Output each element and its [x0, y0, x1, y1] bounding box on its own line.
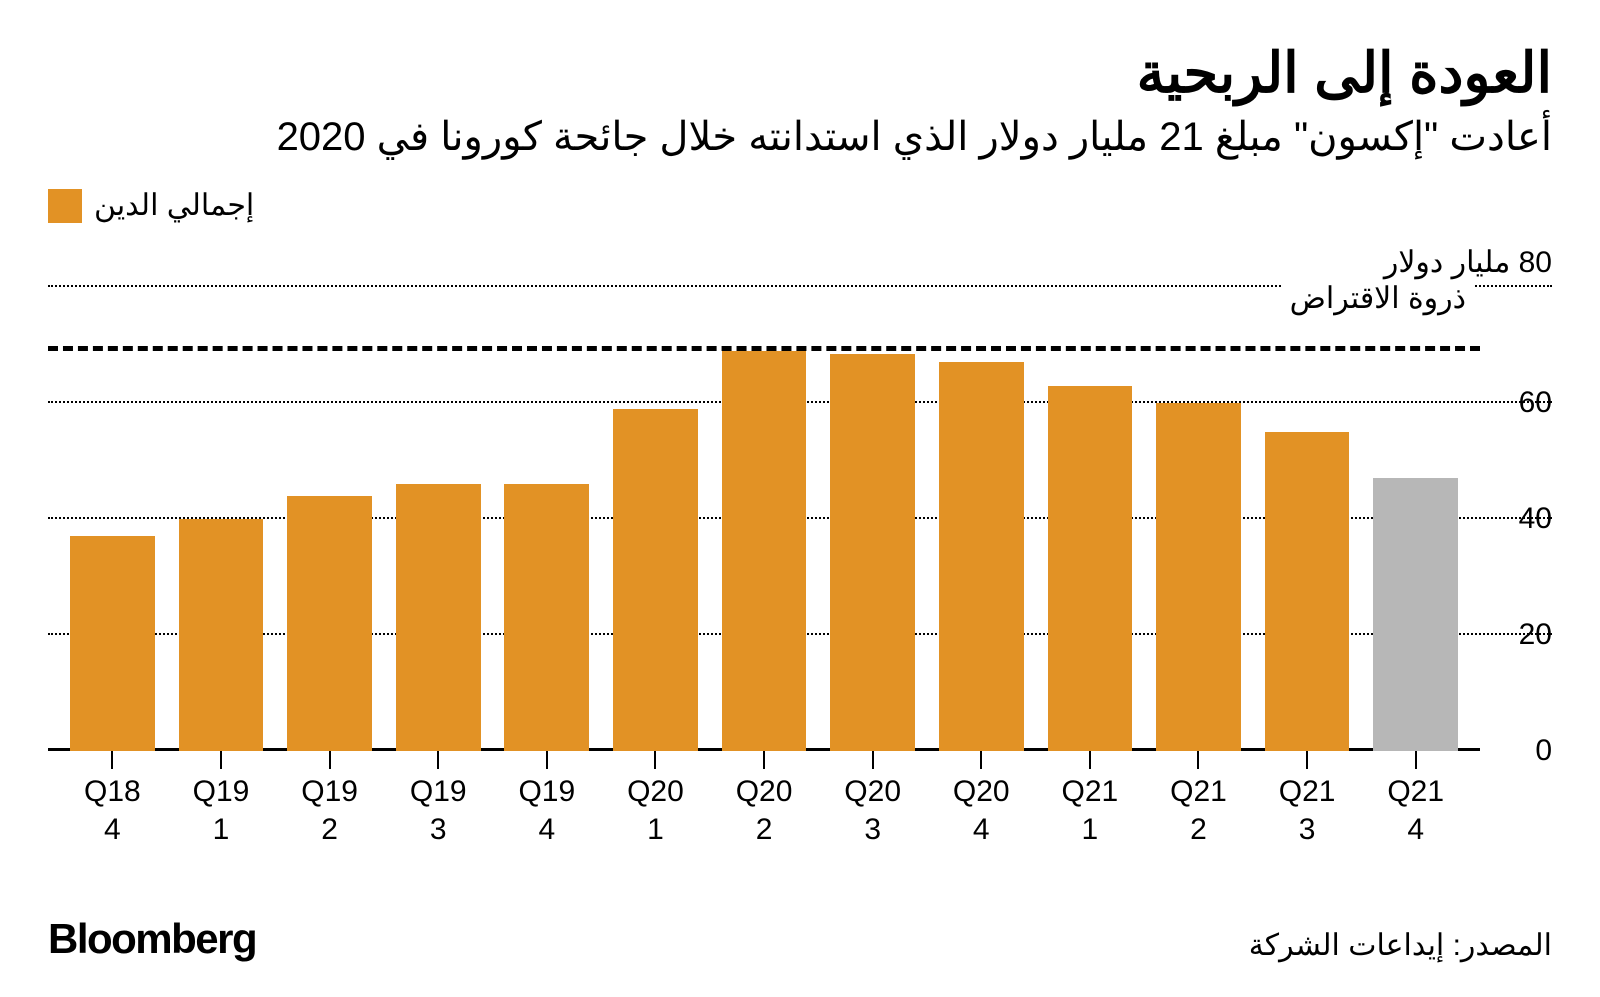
- x-tick-label: Q21 4: [1387, 773, 1444, 848]
- bar: [1156, 403, 1241, 751]
- x-tick-label: Q20 2: [736, 773, 793, 848]
- bar-slot: Q21 4: [1361, 287, 1470, 751]
- bar-slot: Q20 4: [927, 287, 1036, 751]
- bloomberg-logo: Bloomberg: [48, 915, 256, 963]
- bars-group: Q18 4Q19 1Q19 2Q19 3Q19 4Q20 1Q20 2Q20 3…: [48, 287, 1480, 751]
- bar: [287, 496, 372, 751]
- x-tick-mark: [220, 751, 222, 769]
- y-tick-label: 60: [1488, 386, 1552, 420]
- chart-subtitle: أعادت "إكسون" مبلغ 21 مليار دولار الذي ا…: [48, 114, 1552, 160]
- x-tick-mark: [1415, 751, 1417, 769]
- y-axis-title: 80 مليار دولار: [1384, 245, 1552, 280]
- chart-title: العودة إلى الربحية: [48, 40, 1552, 106]
- y-tick-label: 20: [1488, 618, 1552, 652]
- x-tick-label: Q20 1: [627, 773, 684, 848]
- bar-slot: Q20 1: [601, 287, 710, 751]
- bar: [504, 484, 589, 751]
- x-tick-label: Q18 4: [84, 773, 141, 848]
- bar-slot: Q21 2: [1144, 287, 1253, 751]
- bar-slot: Q19 1: [167, 287, 276, 751]
- bar-slot: Q19 3: [384, 287, 493, 751]
- legend-label: إجمالي الدين: [94, 188, 254, 223]
- bar: [1265, 432, 1350, 751]
- x-tick-label: Q21 3: [1279, 773, 1336, 848]
- chart-footer: Bloomberg المصدر: إيداعات الشركة: [48, 915, 1552, 963]
- bar-slot: Q21 3: [1253, 287, 1362, 751]
- x-tick-mark: [329, 751, 331, 769]
- y-tick-label: 0: [1488, 734, 1552, 768]
- x-tick-mark: [1089, 751, 1091, 769]
- bar-slot: Q18 4: [58, 287, 167, 751]
- bar-slot: Q20 2: [710, 287, 819, 751]
- bar: [179, 519, 264, 751]
- bar-slot: Q21 1: [1036, 287, 1145, 751]
- chart-container: العودة إلى الربحية أعادت "إكسون" مبلغ 21…: [0, 0, 1600, 997]
- x-tick-label: Q19 1: [193, 773, 250, 848]
- legend: إجمالي الدين: [48, 188, 1552, 223]
- bar-slot: Q19 2: [275, 287, 384, 751]
- x-tick-label: Q21 1: [1062, 773, 1119, 848]
- chart-area: 80 مليار دولار 0204060ذروة الاقتراضQ18 4…: [48, 251, 1552, 841]
- x-tick-label: Q19 3: [410, 773, 467, 848]
- x-tick-mark: [1306, 751, 1308, 769]
- x-tick-label: Q20 4: [953, 773, 1010, 848]
- bar: [1048, 386, 1133, 751]
- bar-slot: Q19 4: [493, 287, 602, 751]
- bar: [830, 354, 915, 751]
- x-tick-mark: [1197, 751, 1199, 769]
- bar: [722, 351, 807, 751]
- bar: [70, 536, 155, 751]
- x-tick-mark: [546, 751, 548, 769]
- x-tick-mark: [763, 751, 765, 769]
- x-tick-mark: [654, 751, 656, 769]
- bar: [1373, 478, 1458, 751]
- legend-swatch: [48, 189, 82, 223]
- x-tick-label: Q19 4: [518, 773, 575, 848]
- x-tick-mark: [872, 751, 874, 769]
- y-tick-label: 40: [1488, 502, 1552, 536]
- x-tick-mark: [980, 751, 982, 769]
- plot-area: 0204060ذروة الاقتراضQ18 4Q19 1Q19 2Q19 3…: [48, 287, 1480, 751]
- bar: [613, 409, 698, 751]
- x-tick-label: Q21 2: [1170, 773, 1227, 848]
- x-tick-mark: [437, 751, 439, 769]
- x-tick-label: Q20 3: [844, 773, 901, 848]
- bar: [396, 484, 481, 751]
- bar: [939, 362, 1024, 751]
- bar-slot: Q20 3: [818, 287, 927, 751]
- source-text: المصدر: إيداعات الشركة: [1249, 928, 1552, 963]
- x-tick-mark: [111, 751, 113, 769]
- x-tick-label: Q19 2: [301, 773, 358, 848]
